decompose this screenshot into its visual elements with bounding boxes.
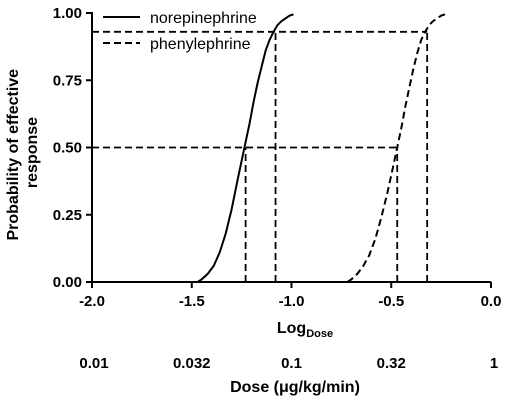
legend: norepinephrine phenylephrine — [103, 10, 257, 53]
x-tick-label: -0.5 — [378, 293, 404, 310]
y-tick-label: 0.50 — [53, 140, 82, 157]
dose-tick-label: 1 — [490, 355, 498, 372]
x-tick-label: 0.0 — [481, 293, 502, 310]
y-axis-title-line-2: response — [24, 117, 41, 188]
legend-label-norepinephrine: norepinephrine — [150, 10, 257, 27]
dose-axis-title: Dose (μg/kg/min) — [230, 379, 360, 396]
y-axis-title: Probability of effective response — [5, 64, 41, 240]
x-axis-title-subscript: Dose — [306, 328, 333, 340]
dose-tick-label: 0.1 — [281, 355, 302, 372]
series-lines — [197, 13, 446, 283]
y-tick-label: 1.00 — [53, 5, 82, 22]
dose-tick-label: 0.032 — [173, 355, 211, 372]
x-ticks: -2.0 -1.5 -1.0 -0.5 0.0 — [79, 282, 501, 310]
y-tick-label: 0.00 — [53, 274, 82, 291]
reference-lines — [92, 30, 429, 282]
x-tick-label: -1.0 — [279, 293, 305, 310]
series-line-phenylephrine — [346, 13, 446, 283]
dose-tick-label: 0.01 — [79, 355, 108, 372]
y-ticks: 0.00 0.25 0.50 0.75 1.00 — [53, 5, 92, 291]
dose-tick-label: 0.32 — [377, 355, 406, 372]
x-axis-title: LogDose — [277, 320, 333, 340]
series-line-norepinephrine — [197, 13, 294, 283]
legend-label-phenylephrine: phenylephrine — [150, 36, 251, 53]
y-axis-title-line-1: Probability of effective — [5, 69, 22, 241]
y-tick-label: 0.75 — [53, 72, 82, 89]
x-axis-title-main: Log — [277, 320, 306, 337]
x-tick-label: -2.0 — [79, 293, 105, 310]
x-tick-label: -1.5 — [179, 293, 205, 310]
dose-tick-labels: 0.01 0.032 0.1 0.32 1 — [79, 355, 498, 372]
y-tick-label: 0.25 — [53, 207, 82, 224]
